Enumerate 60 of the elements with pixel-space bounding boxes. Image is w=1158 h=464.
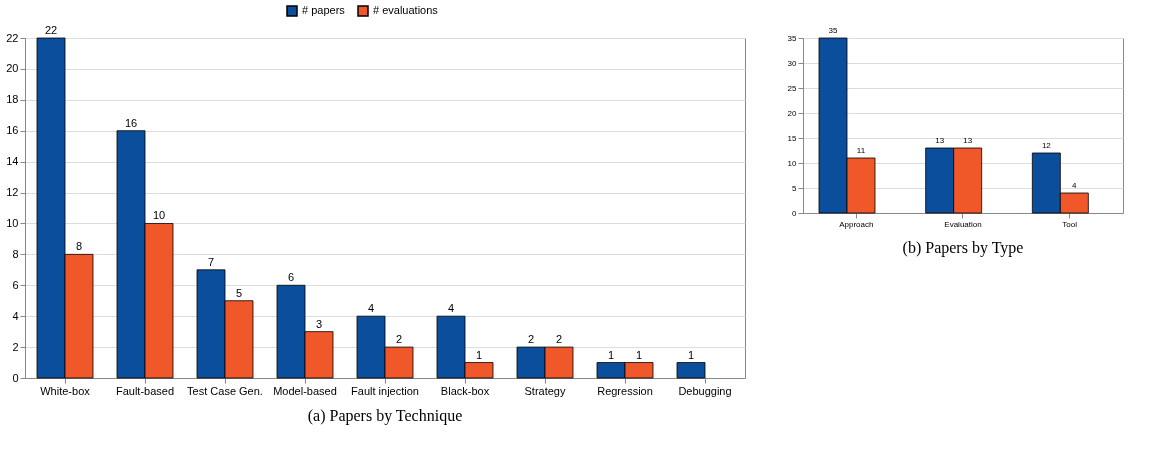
data-label: 22 bbox=[44, 24, 58, 36]
y-tick-label: 30 bbox=[787, 58, 798, 68]
data-label: 6 bbox=[287, 271, 295, 284]
text: (b) Papers by Type bbox=[902, 239, 1024, 257]
y-tick-label: 0 bbox=[792, 208, 798, 218]
x-tick-label: Fault-based bbox=[115, 384, 175, 397]
data-label: 16 bbox=[124, 116, 138, 129]
x-tick-label: Test Case Gen. bbox=[187, 384, 263, 397]
y-tick-label: 18 bbox=[6, 93, 19, 106]
data-label: 1 bbox=[607, 348, 615, 361]
y-tick-label: 15 bbox=[787, 133, 798, 143]
y-tick-label: 25 bbox=[787, 83, 798, 93]
x-tick-label: Strategy bbox=[524, 384, 566, 397]
x-tick-label: Regression bbox=[597, 384, 653, 397]
x-tick-label: Black-box bbox=[440, 384, 490, 397]
x-tick-label: Model-based bbox=[273, 384, 337, 397]
x-tick-label: Evaluation bbox=[944, 219, 982, 229]
y-tick-label: 8 bbox=[12, 247, 19, 260]
data-label: 2 bbox=[527, 333, 535, 346]
y-tick-label: 0 bbox=[12, 371, 19, 384]
data-label: 35 bbox=[828, 26, 838, 35]
data-label: 12 bbox=[1041, 141, 1052, 150]
y-tick-label: 6 bbox=[12, 278, 19, 291]
data-label: 4 bbox=[447, 302, 455, 315]
data-label: 4 bbox=[1072, 181, 1078, 190]
data-label: 2 bbox=[555, 333, 563, 346]
data-label: 2 bbox=[395, 333, 403, 346]
x-tick-label: Debugging bbox=[678, 384, 732, 397]
data-label: 1 bbox=[635, 348, 643, 361]
y-tick-label: 20 bbox=[787, 108, 798, 118]
y-tick-label: 14 bbox=[6, 155, 19, 168]
data-label: 11 bbox=[856, 146, 866, 155]
data-label: 13 bbox=[963, 136, 973, 145]
data-label: 1 bbox=[687, 348, 695, 361]
legend-label: # papers bbox=[302, 4, 346, 16]
x-tick-label: White-box bbox=[40, 384, 91, 397]
data-label: 4 bbox=[367, 302, 375, 315]
y-tick-label: 2 bbox=[12, 340, 19, 353]
bar bbox=[676, 362, 706, 379]
data-label: 7 bbox=[207, 255, 215, 268]
y-tick-label: 5 bbox=[792, 183, 798, 193]
data-label: 8 bbox=[75, 240, 83, 253]
data-label: 3 bbox=[315, 317, 323, 330]
y-tick-label: 4 bbox=[12, 309, 19, 322]
x-tick-label: Approach bbox=[839, 219, 874, 229]
y-tick-label: 22 bbox=[6, 31, 19, 44]
y-tick-label: 35 bbox=[787, 33, 798, 43]
text: (a) Papers by Technique bbox=[307, 407, 463, 425]
data-label: 10 bbox=[152, 209, 166, 222]
y-tick-label: 16 bbox=[6, 124, 19, 137]
y-tick-label: 10 bbox=[6, 216, 19, 229]
data-label: 13 bbox=[935, 136, 945, 145]
y-tick-label: 20 bbox=[6, 62, 19, 75]
y-tick-label: 12 bbox=[6, 186, 19, 199]
x-tick-label: Tool bbox=[1062, 219, 1078, 229]
y-tick-label: 10 bbox=[787, 158, 798, 168]
data-label: 5 bbox=[235, 286, 243, 299]
legend-label: # evaluations bbox=[373, 4, 439, 16]
x-tick-label: Fault injection bbox=[351, 384, 419, 397]
data-label: 1 bbox=[475, 348, 483, 361]
